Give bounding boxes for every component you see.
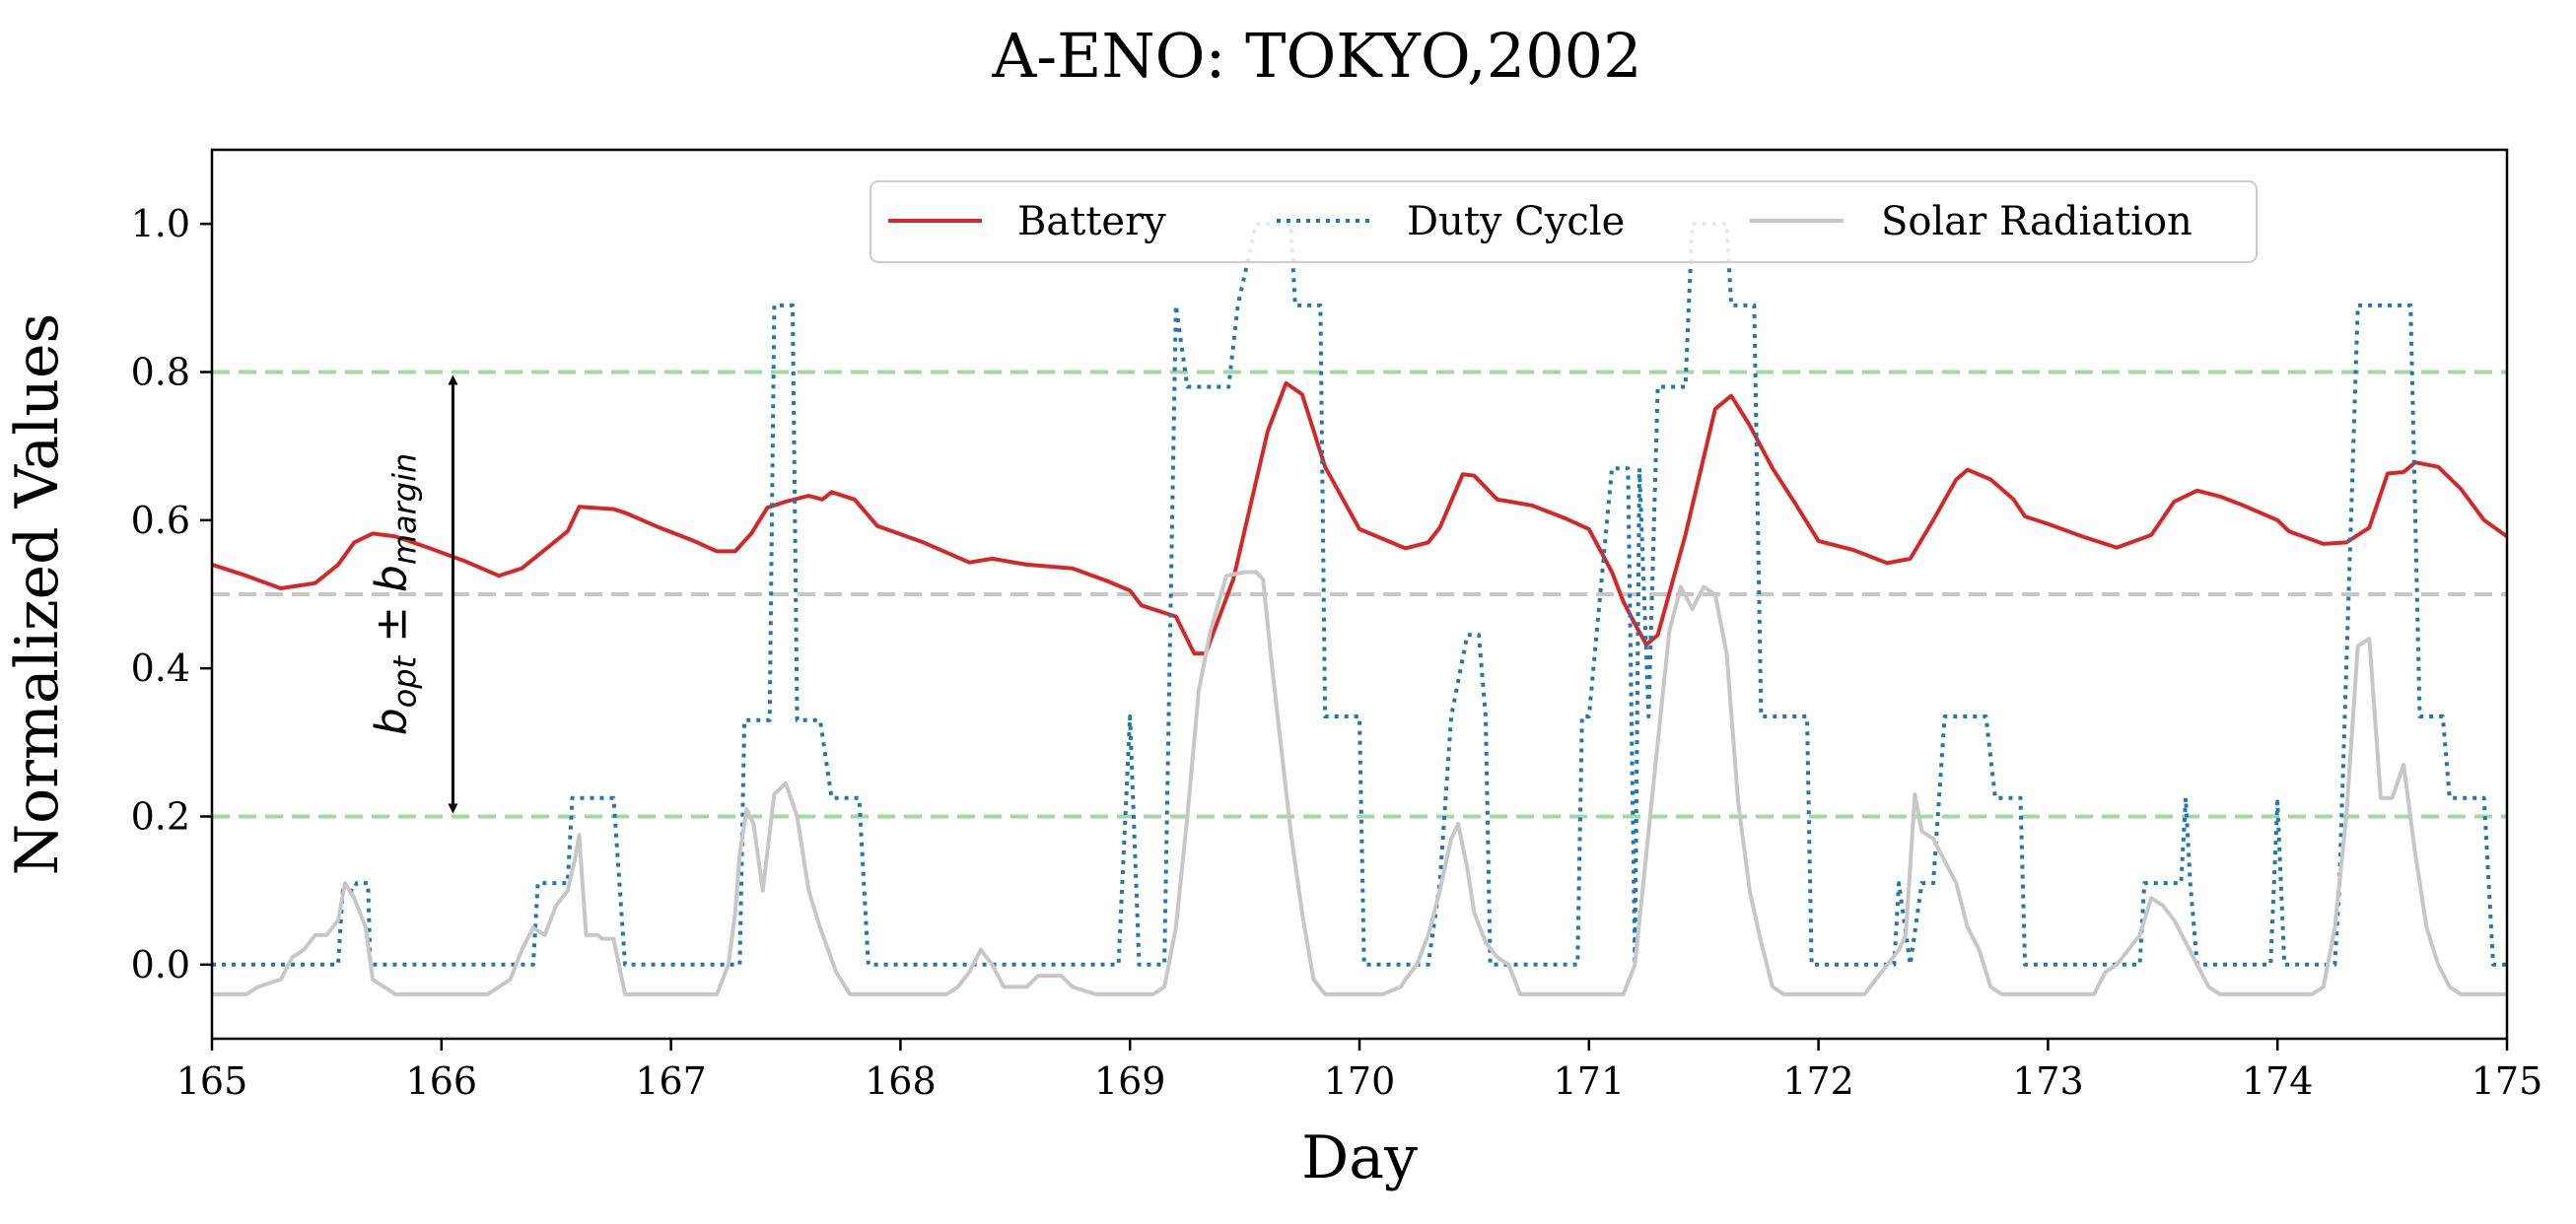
- y-tick-label-0: 0.0: [131, 943, 190, 986]
- x-tick-label-1: 166: [406, 1059, 478, 1103]
- x-tick-label-5: 170: [1324, 1059, 1396, 1103]
- x-axis-label: Day: [1301, 1123, 1418, 1192]
- series-line-duty-cycle: [212, 222, 2507, 967]
- series-line-battery: [212, 380, 2507, 656]
- x-tick-label-8: 173: [2012, 1059, 2084, 1103]
- legend-label-solar-radiation: Solar Radiation: [1881, 199, 2193, 244]
- x-tick-label-7: 172: [1782, 1059, 1854, 1103]
- x-tick-label-4: 169: [1094, 1059, 1166, 1103]
- y-tick-label-3: 0.6: [131, 499, 190, 542]
- y-tick-label-1: 0.2: [131, 795, 190, 839]
- margin-label-sub-margin: margin: [385, 453, 423, 565]
- margin-label-pm: ±: [366, 592, 416, 656]
- legend: Battery Duty Cycle Solar Radiation: [870, 180, 2258, 263]
- chart-title: A-ENO: TOKYO,2002: [991, 20, 1641, 92]
- reference-lines: [212, 370, 2507, 819]
- series-line-solar-radiation: [212, 570, 2507, 996]
- legend-label-battery: Battery: [1017, 199, 1166, 244]
- y-ticks: 0.0 0.2 0.4 0.6 0.8 1.0: [131, 202, 212, 986]
- x-tick-label-6: 171: [1554, 1059, 1626, 1103]
- y-tick-label-5: 1.0: [131, 202, 190, 245]
- y-axis-label: Normalized Values: [3, 313, 72, 876]
- y-tick-label-2: 0.4: [131, 646, 190, 690]
- margin-label-b1: b: [366, 708, 416, 735]
- y-tick-label-4: 0.8: [131, 351, 190, 394]
- margin-label-b2: b: [366, 565, 416, 592]
- legend-box: [870, 180, 2258, 263]
- x-tick-label-2: 167: [635, 1059, 707, 1103]
- x-tick-label-0: 165: [176, 1059, 248, 1103]
- margin-label: bopt ± bmargin: [366, 453, 423, 736]
- x-ticks: 165 166 167 168 169 170 171 172 173 174 175: [176, 1039, 2543, 1103]
- series-group: [212, 222, 2507, 996]
- x-tick-label-3: 168: [865, 1059, 937, 1103]
- margin-annotation: bopt ± bmargin: [366, 374, 458, 814]
- legend-label-duty-cycle: Duty Cycle: [1407, 199, 1625, 244]
- x-tick-label-10: 175: [2472, 1059, 2543, 1103]
- x-tick-label-9: 174: [2242, 1059, 2314, 1103]
- margin-label-sub-opt: opt: [385, 654, 423, 708]
